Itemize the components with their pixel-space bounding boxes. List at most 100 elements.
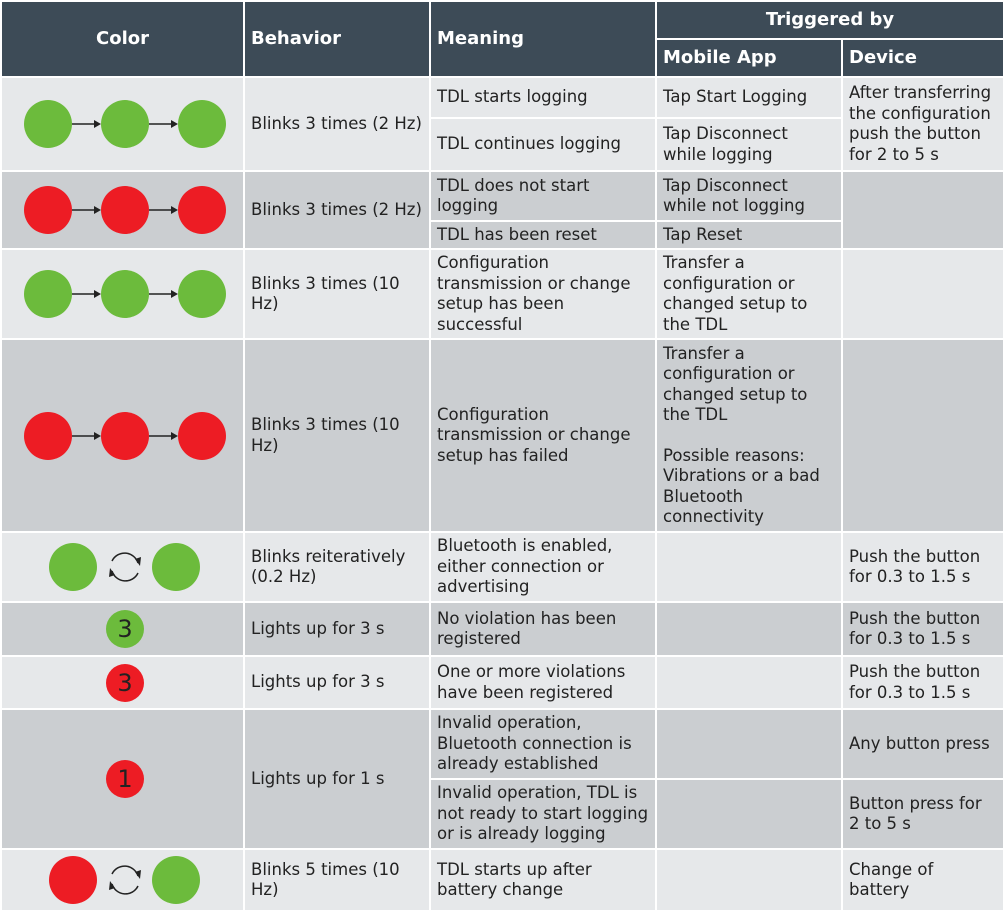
td (0, 248, 245, 340)
circle (101, 411, 149, 460)
circle (24, 411, 72, 460)
polygon (94, 206, 101, 214)
circle (49, 856, 97, 904)
td: Transfer a configuration or changed setu… (655, 338, 843, 533)
empty-cell (655, 531, 843, 603)
circle (178, 411, 226, 460)
behavior: Blinks 3 times (10 Hz) (243, 338, 431, 533)
td: 3 (0, 601, 245, 657)
icon-digit: 3 (117, 669, 132, 697)
tr: Blinks 3 times (10 Hz) Configuration tran… (0, 338, 1003, 533)
path (111, 570, 139, 582)
meaning: Configuration transmission or change set… (429, 248, 657, 340)
device: Push the button for 0.3 to 1.5 s (841, 655, 1003, 710)
behavior: Lights up for 3 s (243, 655, 431, 710)
behavior: Blinks 5 times (10 Hz) (243, 848, 431, 912)
circle (178, 270, 226, 318)
header-color: Color (0, 0, 245, 78)
device: Push the button for 0.3 to 1.5 s (841, 601, 1003, 657)
polygon (94, 290, 101, 298)
meaning: Invalid operation, Bluetooth connection … (429, 708, 657, 780)
tr: Blinks 3 times (2 Hz) TDL starts logging T… (0, 76, 1003, 172)
header-meaning: Meaning (429, 0, 657, 78)
meaning: One or more violations have been registe… (429, 655, 657, 710)
mobile-app: Tap Start Logging (655, 76, 843, 119)
meaning: TDL does not start logging (429, 170, 657, 222)
mobile-app: Transfer a configuration or changed setu… (655, 248, 843, 340)
polygon (171, 431, 178, 440)
polygon (94, 431, 101, 440)
mobile-app: Tap Reset (655, 220, 843, 250)
polygon (171, 120, 178, 128)
tr: Invalid operation, TDL is not ready to s… (1, 778, 1003, 850)
polygon (171, 290, 178, 298)
tr: 3 Lights up for 3 s One or more violations… (0, 655, 1003, 710)
behavior: Blinks reiteratively (0.2 Hz) (243, 531, 431, 603)
device: Push the button for 0.3 to 1.5 s (841, 531, 1003, 603)
mobile-app: Transfer a configuration or changed setu… (663, 343, 808, 425)
circle (49, 543, 97, 591)
td (0, 76, 245, 172)
header-mobile: Mobile App (655, 38, 843, 78)
polygon (171, 206, 178, 214)
td (0, 170, 245, 250)
meaning: No violation has been registered (429, 601, 657, 657)
circle (24, 270, 72, 318)
behavior: Blinks 3 times (2 Hz) (243, 170, 431, 250)
empty-cell (841, 170, 1003, 250)
circle (178, 100, 226, 148)
led-icon (24, 270, 226, 318)
td: 3 (0, 655, 245, 710)
meaning: Configuration transmission or change set… (429, 338, 657, 533)
tr: 1 Lights up for 1 s Invalid operation, Blu… (0, 708, 1003, 850)
circle (152, 543, 200, 591)
path (111, 865, 139, 877)
device: Button press for 2 to 5 s (841, 778, 1003, 850)
empty-cell (655, 601, 843, 657)
path (111, 552, 139, 564)
empty-cell (841, 248, 1003, 340)
empty-cell (655, 655, 843, 710)
mobile-app: Possible reasons: Vibrations or a bad Bl… (663, 445, 820, 527)
polygon (135, 870, 141, 879)
empty-cell (655, 708, 843, 780)
tr: Blinks reiteratively (0.2 Hz) Bluetooth i… (0, 531, 1003, 603)
header-device: Device (841, 38, 1003, 78)
td: 1 (0, 708, 245, 850)
circle (106, 663, 144, 702)
circle (24, 100, 72, 148)
td (0, 338, 245, 533)
circle (101, 270, 149, 318)
device: Any button press (841, 708, 1003, 780)
circle (101, 186, 149, 234)
path (111, 883, 139, 895)
meaning: TDL starts up after battery change (429, 848, 657, 912)
circle (101, 100, 149, 148)
led-icon (49, 856, 200, 904)
mobile-app: Tap Disconnect while not logging (655, 170, 843, 222)
led-icon (24, 100, 226, 148)
circle (152, 856, 200, 904)
mobile-app: Tap Disconnect while logging (655, 117, 843, 172)
led-icon: 1 (106, 760, 144, 798)
meaning: TDL has been reset (429, 220, 657, 250)
led-icon (24, 411, 226, 460)
icon-digit: 3 (117, 615, 132, 643)
td (0, 531, 245, 603)
behavior: Lights up for 1 s (243, 708, 431, 850)
led-icon: 3 (106, 610, 144, 648)
device: Change of battery (841, 848, 1003, 912)
led-icon (49, 543, 200, 591)
empty-cell (655, 848, 843, 912)
icon-digit: 1 (117, 765, 132, 793)
tr: TDL continues logging Tap Disconnect whil… (1, 117, 1003, 172)
meaning: Invalid operation, TDL is not ready to s… (429, 778, 657, 850)
td (0, 848, 245, 912)
circle (178, 186, 226, 234)
behavior: Blinks 3 times (2 Hz) (243, 76, 431, 172)
meaning: Bluetooth is enabled, either connection … (429, 531, 657, 603)
polygon (135, 557, 141, 566)
